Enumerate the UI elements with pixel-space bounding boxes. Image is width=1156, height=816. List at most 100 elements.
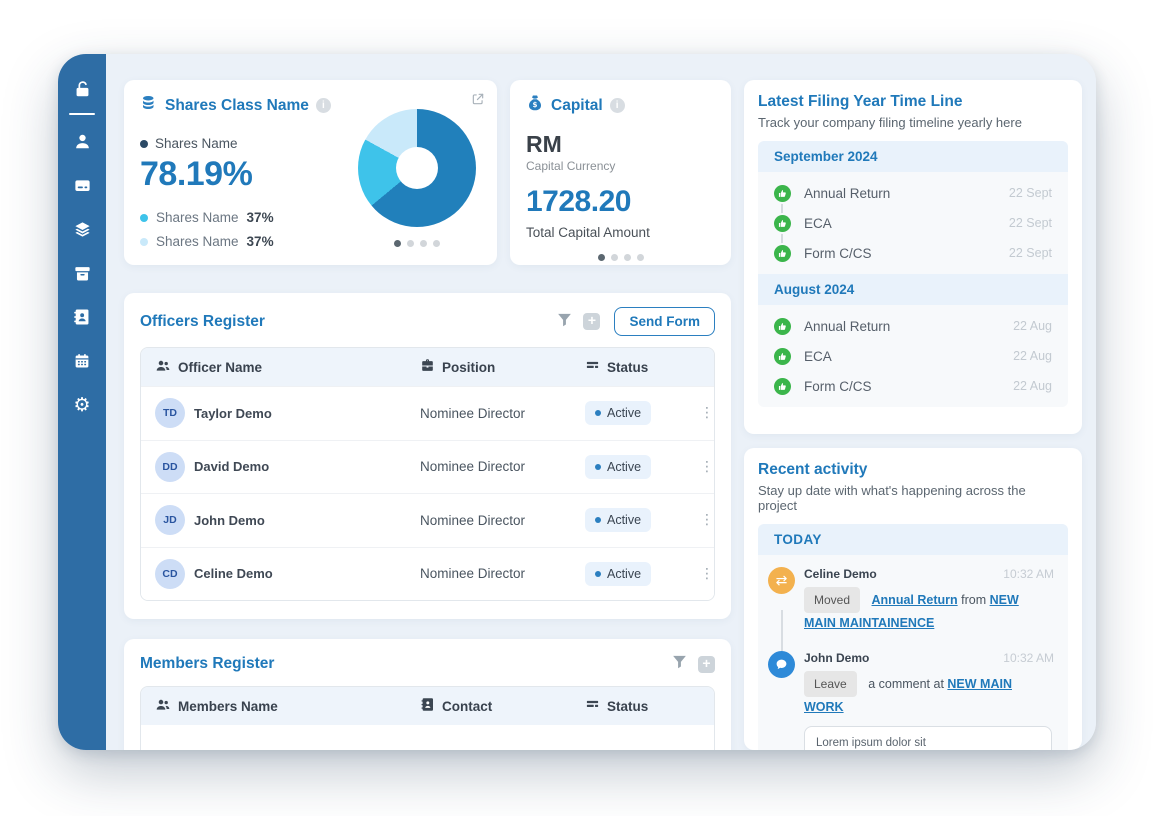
action-chip: Leave (804, 670, 857, 698)
user-icon[interactable] (58, 119, 106, 163)
column-status: Status (607, 359, 649, 375)
members-register-title: Members Register (140, 655, 275, 672)
timeline-item: Form C/CS 22 Aug (758, 371, 1068, 401)
calendar-icon[interactable] (58, 339, 106, 383)
table-row[interactable]: JD John Demo Nominee Director Active ⋮ (141, 493, 714, 547)
members-table-empty-area (141, 725, 714, 750)
people-icon (155, 697, 171, 716)
table-row[interactable]: DD David Demo Nominee Director Active ⋮ (141, 439, 714, 493)
row-menu-icon[interactable]: ⋮ (700, 565, 714, 582)
activity-box: TODAY ⇄ Celine Demo 10:32 AM Moved Annua… (758, 524, 1068, 750)
pagination-dot[interactable] (636, 254, 644, 261)
status-badge: Active (585, 454, 652, 479)
donut-chart-area (351, 94, 483, 255)
briefcase-icon (420, 358, 435, 376)
pagination-dot[interactable] (433, 239, 440, 247)
status-dot (595, 463, 601, 470)
activity-link[interactable]: NEW MAIN WORK (804, 676, 1012, 715)
status-dot (595, 410, 601, 417)
timeline-title: Latest Filing Year Time Line (758, 93, 963, 110)
wallet-card-icon[interactable] (58, 163, 106, 207)
money-bag-icon: $ (526, 94, 544, 117)
unlock-icon[interactable] (58, 67, 106, 111)
avatar: TD (155, 398, 185, 429)
thumbs-up-icon (774, 347, 791, 365)
table-row[interactable]: CD Celine Demo Nominee Director Active ⋮ (141, 546, 714, 600)
right-column: Latest Filing Year Time Line Track your … (744, 80, 1082, 750)
legend-label-2: Shares Name (156, 210, 239, 225)
legend-dot-2 (140, 213, 148, 222)
send-form-button[interactable]: Send Form (614, 307, 715, 336)
timeline-item: Form C/CS 22 Sept (758, 238, 1068, 268)
activity-item: ⇄ Celine Demo 10:32 AM Moved Annual Retu… (758, 555, 1068, 635)
add-icon[interactable]: + (583, 313, 601, 330)
table-row[interactable]: TD Taylor Demo Nominee Director Active ⋮ (141, 386, 714, 440)
activity-link[interactable]: NEW MAIN MAINTAINENCE (804, 593, 1019, 631)
status-dot (595, 517, 601, 524)
filter-icon[interactable] (556, 311, 573, 333)
row-menu-icon[interactable]: ⋮ (700, 405, 714, 422)
archive-icon[interactable] (58, 251, 106, 295)
capital-amount-caption: Total Capital Amount (526, 225, 650, 240)
pagination-dot[interactable] (420, 239, 427, 247)
column-status: Status (607, 698, 649, 714)
column-members-name: Members Name (178, 698, 278, 714)
timeline-month: August 2024 (758, 274, 1068, 305)
pagination-dot[interactable] (610, 254, 618, 261)
info-icon[interactable]: i (315, 98, 331, 113)
capital-currency: RM (526, 131, 562, 157)
shares-pagination (394, 239, 440, 247)
add-icon[interactable]: + (698, 655, 715, 673)
pagination-dot[interactable] (407, 239, 414, 247)
info-icon[interactable]: i (609, 98, 625, 113)
timeline-item: ECA 22 Aug (758, 341, 1068, 371)
shares-main-value: 78.19% (140, 155, 253, 193)
capital-amount: 1728.20 (526, 185, 631, 218)
capital-card: $ Capital i RM Capital Currency 1728.20 … (510, 80, 731, 265)
thumbs-up-icon (774, 214, 791, 232)
legend-label-3: Shares Name (156, 234, 239, 249)
status-badge: Active (585, 508, 652, 533)
avatar: DD (155, 451, 185, 482)
settings-gear-icon[interactable]: ⚙ (73, 393, 91, 416)
filing-timeline-panel: Latest Filing Year Time Line Track your … (744, 80, 1082, 434)
pagination-dot[interactable] (394, 239, 401, 247)
column-contact: Contact (442, 698, 493, 714)
contact-book-icon (420, 697, 435, 715)
action-chip: Moved (804, 587, 861, 614)
column-officer-name: Officer Name (178, 359, 263, 375)
timeline-item: Annual Return 22 Aug (758, 311, 1068, 341)
thumbs-up-icon (774, 317, 791, 335)
activity-title: Recent activity (758, 461, 868, 478)
thumbs-up-icon (774, 377, 791, 395)
main-content: Shares Class Name i Shares Name 78.19% S… (106, 54, 1096, 750)
officers-register-title: Officers Register (140, 312, 265, 330)
comment-box: Lorem ipsum dolor sit ament, conne Lorem… (804, 726, 1052, 750)
officers-register-card: Officers Register + Send Form Officer Na… (124, 293, 731, 619)
members-table-header: Members Name Contact Status (141, 687, 714, 725)
layers-icon[interactable] (58, 207, 106, 251)
pagination-dot[interactable] (623, 254, 631, 261)
status-bars-icon (585, 697, 600, 715)
status-bars-icon (585, 358, 600, 376)
thumbs-up-icon (774, 184, 791, 202)
legend-value-2: 37% (246, 210, 274, 225)
shares-donut (358, 108, 476, 227)
capital-card-title: Capital (551, 96, 603, 114)
row-menu-icon[interactable]: ⋮ (700, 512, 714, 529)
sidebar: ⚙ (58, 54, 106, 750)
svg-text:$: $ (533, 100, 538, 109)
shares-card-title: Shares Class Name (165, 96, 309, 114)
members-register-card: Members Register + Members Name (124, 639, 731, 750)
external-link-icon[interactable] (471, 92, 485, 111)
row-menu-icon[interactable]: ⋮ (700, 458, 714, 475)
legend-value-3: 37% (246, 234, 274, 249)
avatar: CD (155, 558, 185, 589)
filter-icon[interactable] (671, 653, 688, 675)
app-window: ⚙ Shares Class Name (58, 54, 1096, 750)
column-position: Position (442, 359, 496, 375)
contacts-icon[interactable] (58, 295, 106, 339)
pagination-dot[interactable] (597, 254, 605, 261)
coins-icon (140, 94, 158, 117)
activity-link[interactable]: Annual Return (871, 593, 958, 607)
